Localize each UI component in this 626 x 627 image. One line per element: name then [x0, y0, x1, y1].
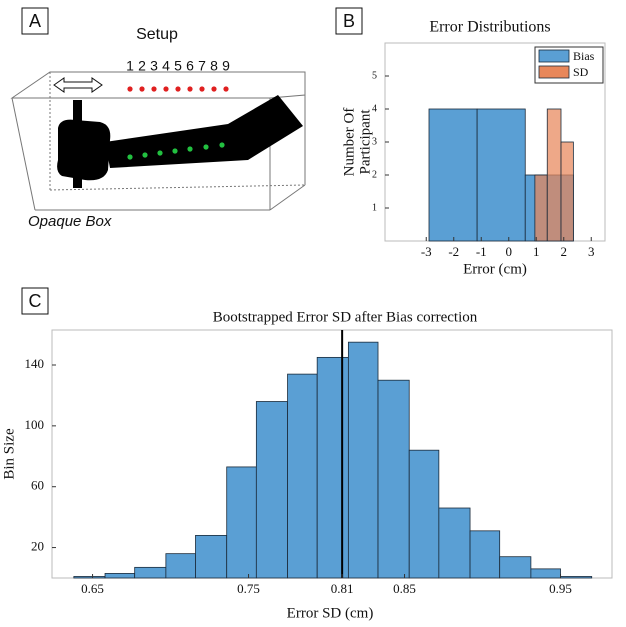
x-tick-label: -1 — [476, 244, 487, 259]
bar — [469, 530, 501, 579]
x-tick-label: 0.95 — [549, 581, 572, 596]
x-tick-label: 3 — [588, 244, 595, 259]
panel-label-box — [21, 287, 49, 315]
box-label: Opaque Box — [28, 213, 112, 230]
y-tick-label: 20 — [31, 539, 44, 554]
x-axis-label: Error (cm) — [463, 261, 527, 277]
chart-title: Bootstrapped Error SD after Bias correct… — [213, 309, 478, 325]
bar — [377, 379, 410, 579]
x-tick-label: 0.75 — [237, 581, 260, 596]
bar — [476, 108, 526, 242]
setup-title: Setup — [136, 26, 178, 43]
bar — [73, 576, 106, 579]
panel-label-box — [335, 7, 363, 35]
x-tick-label: 1 — [533, 244, 540, 259]
x-tick-label: 2 — [561, 244, 568, 259]
x-tick-label: -3 — [421, 244, 432, 259]
bar — [546, 108, 562, 242]
bar — [134, 566, 167, 579]
bar — [499, 556, 532, 579]
target-number: 7 — [198, 58, 206, 74]
x-tick-label: 0 — [506, 244, 513, 259]
bar — [560, 576, 593, 579]
targets — [127, 86, 229, 92]
bar — [530, 568, 561, 579]
bar — [560, 141, 574, 242]
bar — [428, 108, 478, 242]
charts: B Error Distributions-3 -2 -1 0 1 2 312345Error… — [1, 7, 613, 621]
bar — [438, 507, 471, 579]
bar — [287, 373, 318, 579]
target-number: 9 — [222, 58, 230, 74]
bar — [195, 534, 228, 579]
bar — [408, 449, 440, 579]
y-tick-label: 4 — [372, 103, 377, 114]
bar — [255, 401, 288, 579]
y-tick-label: 2 — [372, 169, 377, 180]
panel-label-box — [21, 7, 49, 35]
legend-swatch — [538, 65, 570, 79]
y-axis-label: Participant — [357, 109, 373, 175]
panel-label: B — [343, 11, 355, 31]
x-tick-label: 0.65 — [81, 581, 104, 596]
y-tick-label: 1 — [372, 202, 377, 213]
x-tick-label: 0.81 — [331, 581, 354, 596]
bar — [165, 553, 196, 579]
bar — [104, 573, 136, 579]
arm — [57, 95, 303, 188]
x-axis-label: Error SD (cm) — [287, 605, 374, 621]
y-tick-label: 3 — [372, 136, 377, 147]
bar — [316, 356, 349, 579]
target-number: 3 — [150, 58, 158, 74]
x-tick-label: -2 — [448, 244, 459, 259]
bar — [347, 341, 379, 579]
y-axis-label: Number Of — [341, 108, 357, 177]
y-tick-label: 100 — [25, 417, 45, 432]
target-number: 5 — [174, 58, 182, 74]
target-number: 6 — [186, 58, 194, 74]
legend-label: SD — [573, 65, 589, 79]
bar — [534, 174, 548, 242]
bar — [226, 466, 257, 579]
target-number: 4 — [162, 58, 170, 74]
target-number: 2 — [138, 58, 146, 74]
target-number: 1 — [126, 58, 134, 74]
panel-label: A — [29, 11, 41, 31]
panel-label: C — [29, 291, 42, 311]
x-tick-label: 0.85 — [393, 581, 416, 596]
target-number: 8 — [210, 58, 218, 74]
legend-label: Bias — [573, 49, 595, 63]
y-tick-label: 5 — [372, 70, 377, 81]
y-tick-label: 140 — [25, 356, 45, 371]
chart-title: Error Distributions — [429, 19, 550, 36]
legend-swatch — [538, 49, 570, 63]
sensors — [127, 142, 225, 160]
y-tick-label: 60 — [31, 478, 44, 493]
y-axis-label: Bin Size — [1, 428, 17, 480]
double-arrow — [53, 77, 103, 93]
